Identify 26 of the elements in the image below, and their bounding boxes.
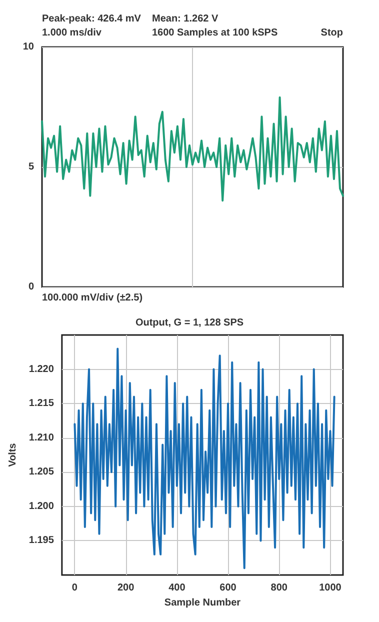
y-tick-label: 0 (28, 282, 34, 292)
x-axis-title: Sample Number (164, 597, 241, 608)
y-tick-label: 1.220 (28, 364, 54, 375)
y-tick-label: 1.210 (28, 432, 54, 444)
y-tick-label: 1.195 (28, 535, 54, 546)
line-series (74, 348, 336, 570)
text: 1600 Samples at 100 kSPS (152, 28, 278, 38)
chart-title: Output, G = 1, 128 SPS (135, 318, 244, 328)
text: Stop (320, 28, 343, 38)
text: Mean: 1.262 V (152, 14, 218, 24)
text: 100.000 mV/div (±2.5) (42, 292, 143, 304)
y-tick-label: 1.215 (28, 398, 54, 410)
y-tick-label: 10 (22, 42, 34, 52)
text: Peak-peak: 426.4 mV (42, 14, 142, 24)
x-tick-label: 400 (168, 582, 186, 594)
y-tick-label: 1.200 (28, 500, 54, 512)
text: 1.000 ms/div (42, 28, 102, 38)
x-tick-label: 600 (220, 582, 237, 594)
y-axis-title: Volts (8, 442, 18, 467)
y-tick-label: 1.205 (28, 466, 54, 478)
x-tick-label: 200 (117, 582, 135, 594)
x-tick-label: 1000 (319, 582, 342, 594)
x-tick-label: 800 (270, 582, 288, 594)
line-series (41, 96, 344, 202)
y-tick-label: 5 (28, 162, 34, 172)
x-tick-label: 0 (72, 582, 78, 594)
